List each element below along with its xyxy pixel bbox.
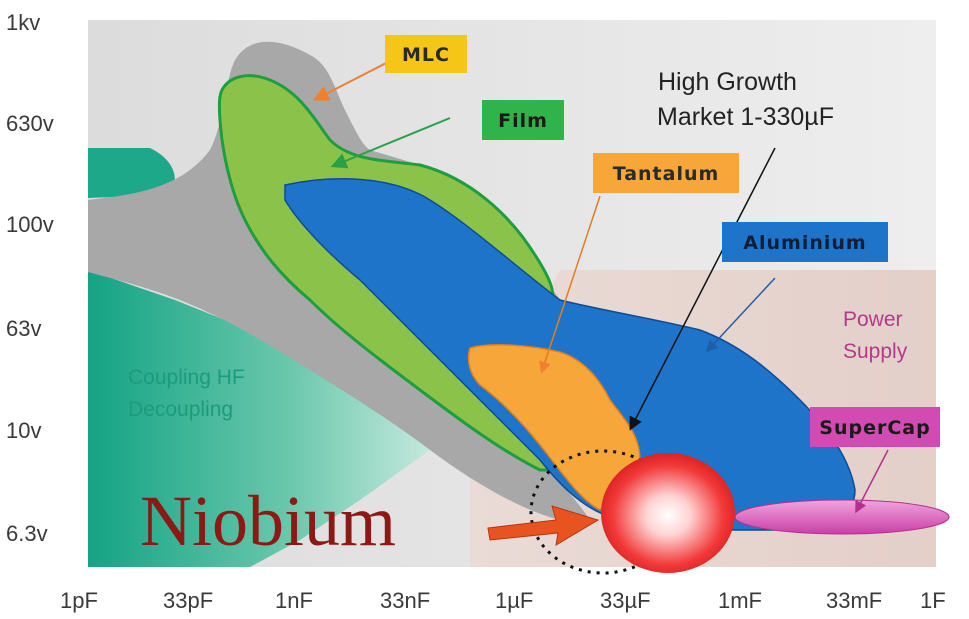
power-label: Power bbox=[843, 308, 903, 331]
film-arrow bbox=[330, 117, 451, 169]
x-tick-1uf: 1µF bbox=[495, 588, 533, 613]
coupling-region-upper bbox=[88, 148, 175, 198]
x-tick-33nf: 33nF bbox=[380, 588, 430, 613]
x-tick-33pf: 33pF bbox=[163, 588, 213, 613]
y-tick-6-3v: 6.3v bbox=[6, 521, 48, 546]
niobium-ball bbox=[601, 453, 735, 573]
supercap-tag-label: SuperCap bbox=[819, 417, 930, 439]
tantalum-arrow bbox=[539, 195, 601, 374]
film-tag: Film bbox=[482, 100, 564, 140]
mlc-tag-label: MLC bbox=[402, 44, 450, 66]
supercap-region bbox=[734, 499, 950, 535]
y-tick-100v: 100v bbox=[6, 212, 54, 237]
tantalum-tag-label: Tantalum bbox=[613, 163, 720, 185]
x-tick-33uf: 33µF bbox=[600, 588, 651, 613]
high-growth-callout: High Growth Market 1-330µF bbox=[657, 68, 834, 131]
coupling-hf-label: Coupling HF bbox=[128, 366, 245, 389]
supercap-arrow bbox=[855, 449, 889, 514]
supercap-tag: SuperCap bbox=[810, 407, 940, 447]
supercap-tag-box bbox=[810, 407, 940, 447]
tantalum-tag: Tantalum bbox=[593, 153, 739, 193]
niobium-label: Niobium bbox=[140, 481, 396, 561]
film-tag-box bbox=[482, 100, 564, 140]
niobium-arrow bbox=[487, 505, 600, 546]
x-tick-1mf: 1mF bbox=[718, 588, 762, 613]
aluminium-tag-box bbox=[722, 222, 888, 262]
mlc-tag: MLC bbox=[385, 35, 467, 73]
aluminium-arrow bbox=[705, 277, 776, 353]
high-growth-line2: Market 1-330µF bbox=[657, 103, 834, 131]
y-tick-63v: 63v bbox=[6, 316, 41, 341]
aluminium-tag-label: Aluminium bbox=[743, 232, 866, 254]
x-tick-1nf: 1nF bbox=[275, 588, 313, 613]
y-tick-630v: 630v bbox=[6, 111, 54, 136]
y-tick-1kv: 1kv bbox=[6, 10, 40, 35]
x-tick-33mf: 33mF bbox=[826, 588, 882, 613]
decoupling-label: Decoupling bbox=[128, 398, 233, 421]
mlc-tag-box bbox=[385, 35, 467, 73]
mlc-arrow bbox=[312, 59, 393, 101]
supply-label: Supply bbox=[843, 340, 908, 363]
y-tick-10v: 10v bbox=[6, 418, 41, 443]
x-tick-1f: 1F bbox=[920, 588, 946, 613]
aluminium-tag: Aluminium bbox=[722, 222, 888, 262]
high-growth-arrow bbox=[629, 147, 776, 431]
high-growth-line1: High Growth bbox=[658, 68, 797, 96]
x-axis: 1pF 33pF 1nF 33nF 1µF 33µF 1mF 33mF 1F bbox=[60, 588, 946, 613]
coupling-region bbox=[88, 270, 460, 567]
tantalum-tag-box bbox=[593, 153, 739, 193]
x-tick-1pf: 1pF bbox=[60, 588, 98, 613]
y-axis: 1kv 630v 100v 63v 10v 6.3v bbox=[6, 10, 54, 546]
film-tag-label: Film bbox=[498, 110, 548, 132]
